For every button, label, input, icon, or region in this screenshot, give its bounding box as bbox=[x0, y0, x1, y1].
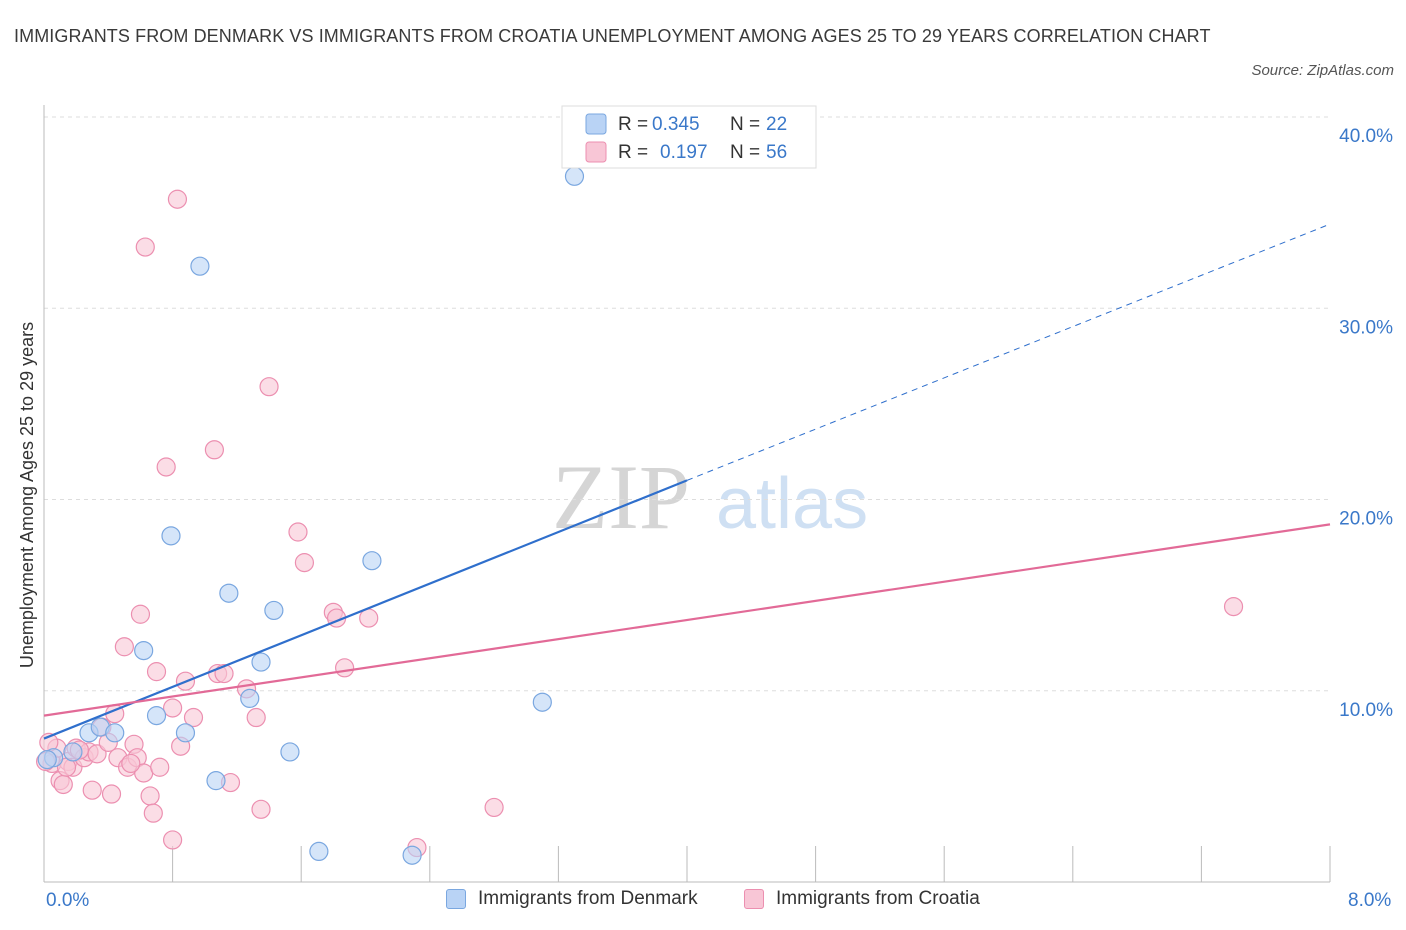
croatia-point-29 bbox=[167, 189, 188, 209]
legend-pink-swatch bbox=[585, 141, 607, 163]
y-tick-label-10: 10.0% bbox=[1339, 700, 1393, 721]
croatia-point-23 bbox=[140, 786, 160, 806]
legend-item-croatia[interactable]: Immigrants from Croatia bbox=[744, 888, 980, 910]
denmark-point-4 bbox=[105, 723, 125, 743]
denmark-point-16 bbox=[309, 841, 329, 862]
legend-blue-r-label: R = bbox=[618, 114, 648, 135]
chart-title: IMMIGRANTS FROM DENMARK VS IMMIGRANTS FR… bbox=[14, 26, 1211, 46]
legend-top: R = 0.345 N = 22 R = 0.197 N = 56 bbox=[561, 105, 817, 169]
croatia-point-55 bbox=[150, 757, 170, 777]
croatia-point-32 bbox=[183, 707, 204, 728]
legend-pink-n-value: 56 bbox=[766, 142, 787, 163]
croatia-point-38 bbox=[246, 707, 266, 728]
croatia-point-28 bbox=[163, 830, 183, 850]
croatia-point-16 bbox=[114, 637, 134, 657]
legend-pink-n-label: N = bbox=[730, 142, 760, 163]
legend-item-denmark[interactable]: Immigrants from Denmark bbox=[446, 888, 698, 910]
x-tick-marks bbox=[43, 846, 1331, 882]
trend-line-croatia bbox=[43, 523, 1331, 717]
croatia-point-3 bbox=[53, 774, 73, 795]
denmark-point-11 bbox=[219, 583, 239, 603]
trend-line-denmark-extrapolated bbox=[686, 223, 1331, 481]
croatia-point-33 bbox=[204, 440, 224, 460]
croatia-point-40 bbox=[259, 377, 279, 397]
legend-pink-r-value: 0.197 bbox=[660, 142, 708, 163]
denmark-point-5 bbox=[134, 640, 154, 661]
denmark-point-19 bbox=[532, 692, 552, 712]
trend-lines bbox=[43, 223, 1331, 740]
croatia-point-22 bbox=[135, 237, 155, 257]
croatia-point-13 bbox=[101, 784, 122, 804]
x-tick-label-min: 0.0% bbox=[46, 890, 90, 911]
grid-lines bbox=[44, 116, 1330, 692]
legend-blue-r-value: 0.345 bbox=[652, 114, 700, 135]
denmark-point-15 bbox=[280, 742, 300, 762]
denmark-point-7 bbox=[161, 526, 181, 546]
denmark-point-6 bbox=[146, 706, 167, 726]
denmark-point-13 bbox=[251, 652, 271, 672]
y-tick-label-40: 40.0% bbox=[1339, 126, 1393, 147]
legend-blue-n-value: 22 bbox=[766, 114, 787, 135]
croatia-point-26 bbox=[156, 457, 176, 477]
croatia-point-24 bbox=[143, 803, 163, 823]
series-denmark bbox=[37, 166, 585, 865]
legend-blue-n-label: N = bbox=[730, 114, 760, 135]
denmark-point-9 bbox=[190, 256, 210, 276]
croatia-point-48 bbox=[484, 797, 504, 818]
denmark-point-14 bbox=[264, 600, 284, 621]
legend-bottom: Immigrants from Denmark Immigrants from … bbox=[0, 888, 1406, 918]
y-tick-labels: 10.0% 20.0% 30.0% 40.0% bbox=[1339, 126, 1393, 721]
denmark-point-21 bbox=[37, 749, 57, 770]
legend-croatia-swatch bbox=[744, 889, 764, 909]
croatia-point-54 bbox=[121, 753, 141, 774]
croatia-point-45 bbox=[335, 658, 355, 678]
legend-blue-swatch bbox=[585, 113, 607, 135]
legend-pink-r-label: R = bbox=[618, 142, 648, 163]
croatia-point-41 bbox=[288, 522, 308, 542]
croatia-point-27 bbox=[163, 698, 183, 718]
legend-denmark-label: Immigrants from Denmark bbox=[478, 888, 698, 909]
y-tick-label-30: 30.0% bbox=[1339, 317, 1393, 338]
watermark-zip: ZIP bbox=[552, 446, 690, 548]
legend-denmark-swatch bbox=[446, 889, 466, 909]
croatia-point-9 bbox=[82, 780, 102, 800]
denmark-point-10 bbox=[206, 771, 226, 791]
legend-croatia-label: Immigrants from Croatia bbox=[776, 888, 980, 909]
croatia-point-20 bbox=[130, 604, 151, 624]
y-axis-label: Unemployment Among Ages 25 to 29 years bbox=[17, 322, 37, 668]
watermark-atlas: atlas bbox=[716, 464, 868, 544]
denmark-point-18 bbox=[402, 845, 422, 865]
source-label: Source: ZipAtlas.com bbox=[1251, 62, 1394, 79]
denmark-point-17 bbox=[362, 551, 382, 571]
y-tick-label-20: 20.0% bbox=[1339, 509, 1393, 530]
denmark-point-8 bbox=[175, 723, 196, 743]
denmark-point-12 bbox=[240, 688, 260, 709]
denmark-point-20 bbox=[564, 166, 585, 186]
denmark-point-1 bbox=[63, 742, 83, 762]
trend-line-denmark bbox=[43, 479, 688, 740]
croatia-point-39 bbox=[251, 799, 271, 819]
croatia-point-25 bbox=[146, 662, 167, 682]
x-tick-label-max: 8.0% bbox=[1348, 890, 1392, 911]
croatia-point-42 bbox=[294, 553, 315, 573]
croatia-point-49 bbox=[1223, 596, 1244, 617]
